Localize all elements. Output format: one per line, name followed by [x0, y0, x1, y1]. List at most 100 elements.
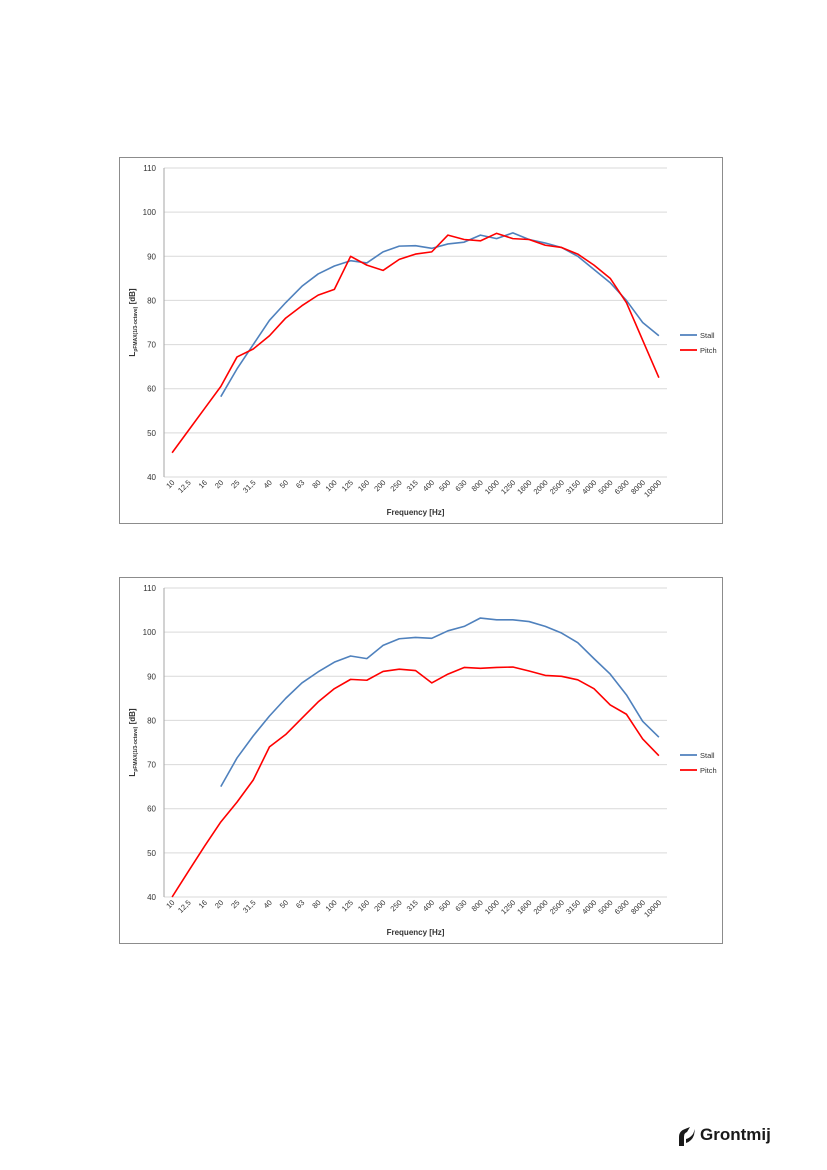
- chart-1-xtick-label: 160: [356, 478, 371, 493]
- chart-2-yaxis-label: LpFMAX(1/3-octave) [dB]: [128, 708, 139, 776]
- chart-1-xtick-label: 12,5: [176, 478, 193, 495]
- chart-1-xtick-label: 50: [278, 478, 290, 490]
- chart-2-ytick-label: 100: [143, 628, 157, 637]
- logo-text: Grontmij: [700, 1125, 771, 1144]
- chart-2-yaxis-label-main: L: [128, 772, 137, 777]
- chart-2-xtick-label: 80: [310, 898, 322, 910]
- chart-2-xtick-label: 100: [324, 898, 339, 913]
- company-logo: Grontmij: [676, 1120, 771, 1150]
- chart-2-xtick-label: 12,5: [176, 898, 193, 915]
- chart-2-xtick-label: 20: [213, 898, 225, 910]
- chart-1-xtick-label: 10000: [642, 478, 663, 499]
- chart-1-xtick-label: 1600: [515, 478, 533, 496]
- chart-1-xtick-label: 6300: [613, 478, 631, 496]
- chart-1-ytick-label: 80: [147, 296, 156, 305]
- chart-2-xtick-label: 50: [278, 898, 290, 910]
- chart-2-xtick-label: 40: [262, 898, 274, 910]
- chart-1-xtick-label: 100: [324, 478, 339, 493]
- chart-1-legend-label-stall: Stall: [700, 331, 715, 340]
- chart-1-xtick-label: 63: [294, 478, 306, 490]
- chart-2-ytick-label: 60: [147, 805, 156, 814]
- chart-2-xtick-label: 31,5: [241, 898, 258, 915]
- chart-2-xtick-label: 3150: [564, 898, 582, 916]
- chart-1-xtick-label: 10: [164, 478, 176, 490]
- chart-1-xtick-label: 5000: [596, 478, 614, 496]
- chart-1: 40 50 60 70 80 90 100 110 10 12,5 16 20 25 31,5 40 50 63…: [119, 157, 723, 524]
- chart-1-xtick-label: 200: [372, 478, 387, 493]
- chart-1-ytick-label: 110: [143, 164, 156, 173]
- chart-1-xtick-label: 125: [340, 478, 355, 493]
- chart-2-ytick-label: 80: [147, 716, 156, 725]
- chart-2-xtick-label: 4000: [580, 898, 598, 916]
- chart-1-xtick-label: 630: [453, 478, 468, 493]
- chart-1-ytick-label: 100: [143, 208, 157, 217]
- chart-1-xtick-label: 1250: [499, 478, 517, 496]
- chart-1-xtick-label: 400: [421, 478, 436, 493]
- chart-1-xtick-label: 40: [262, 478, 274, 490]
- chart-1-legend-label-pitch: Pitch: [700, 346, 717, 355]
- chart-2-svg: 40 50 60 70 80 90 100 110 10 12,5 16 20 25 31,5 40 50 63…: [128, 584, 717, 937]
- chart-1-xtick-label: 315: [405, 478, 420, 493]
- chart-2-xtick-label: 1000: [483, 898, 501, 916]
- chart-1-ytick-label: 90: [147, 252, 156, 261]
- chart-2-xtick-label: 1250: [499, 898, 517, 916]
- chart-1-xtick-label: 500: [437, 478, 452, 493]
- chart-2-xtick-label: 2000: [532, 898, 550, 916]
- chart-2-xtick-label: 800: [470, 898, 485, 913]
- chart-2-xtick-label: 25: [229, 898, 241, 910]
- grontmij-logo-icon: [679, 1127, 695, 1146]
- chart-1-series-pitch-line: [171, 232, 660, 454]
- chart-2-series-pitch-line: [171, 666, 660, 898]
- chart-2-legend-label-stall: Stall: [700, 751, 715, 760]
- chart-2-xtick-label: 5000: [596, 898, 614, 916]
- chart-2-ytick-label: 90: [147, 672, 156, 681]
- chart-1-yaxis-label-unit: [dB]: [128, 288, 137, 307]
- chart-2-series-stall-line: [220, 617, 660, 788]
- chart-1-xaxis-label: Frequency [Hz]: [387, 508, 445, 517]
- chart-2-xtick-label: 200: [372, 898, 387, 913]
- chart-1-xtick-label: 250: [388, 478, 403, 493]
- chart-2-xaxis-label: Frequency [Hz]: [387, 928, 445, 937]
- chart-1-xtick-label: 25: [229, 478, 241, 490]
- chart-2-xtick-label: 160: [356, 898, 371, 913]
- chart-2-yaxis-label-sub: pFMAX(1/3-octave): [133, 726, 139, 771]
- chart-2-xtick-label: 315: [405, 898, 420, 913]
- chart-2-legend-label-pitch: Pitch: [700, 766, 717, 775]
- chart-1-ytick-label: 50: [147, 429, 156, 438]
- chart-1-xtick-label: 2000: [532, 478, 550, 496]
- chart-2-yaxis-label-unit: [dB]: [128, 708, 137, 727]
- chart-1-xtick-label: 16: [197, 478, 209, 490]
- chart-1-xtick-label: 31,5: [241, 478, 258, 495]
- chart-1-ytick-label: 40: [147, 473, 156, 482]
- chart-2-xtick-label: 125: [340, 898, 355, 913]
- chart-2-ytick-label: 110: [143, 584, 156, 593]
- chart-1-xtick-label: 3150: [564, 478, 582, 496]
- chart-2-xtick-label: 63: [294, 898, 306, 910]
- chart-2-ytick-label: 40: [147, 893, 156, 902]
- chart-1-xtick-label: 2500: [548, 478, 566, 496]
- chart-1-xtick-label: 80: [310, 478, 322, 490]
- chart-2-xtick-label: 630: [453, 898, 468, 913]
- chart-2-xtick-label: 250: [388, 898, 403, 913]
- chart-2-xtick-label: 10000: [642, 898, 663, 919]
- chart-2-xtick-label: 500: [437, 898, 452, 913]
- chart-2-xtick-label: 6300: [613, 898, 631, 916]
- chart-2-ytick-label: 70: [147, 761, 156, 770]
- chart-1-xtick-label: 800: [470, 478, 485, 493]
- chart-2: 40 50 60 70 80 90 100 110 10 12,5 16 20 25 31,5 40 50 63…: [119, 577, 723, 944]
- chart-1-yaxis-label-main: L: [128, 352, 137, 357]
- chart-2-ytick-label: 50: [147, 849, 156, 858]
- chart-1-xtick-label: 1000: [483, 478, 501, 496]
- chart-1-ytick-label: 70: [147, 341, 156, 350]
- chart-2-xtick-label: 400: [421, 898, 436, 913]
- chart-1-series-stall-line: [220, 232, 660, 398]
- chart-1-yaxis-label-sub: pFMAX(1/3-octave): [133, 306, 139, 351]
- chart-1-svg: 40 50 60 70 80 90 100 110 10 12,5 16 20 25 31,5 40 50 63…: [128, 164, 717, 517]
- chart-2-xtick-label: 2500: [548, 898, 566, 916]
- chart-1-yaxis-label: LpFMAX(1/3-octave) [dB]: [128, 288, 139, 356]
- chart-2-xtick-label: 10: [164, 898, 176, 910]
- chart-1-xtick-label: 20: [213, 478, 225, 490]
- chart-1-xtick-label: 4000: [580, 478, 598, 496]
- chart-2-xtick-label: 16: [197, 898, 209, 910]
- chart-2-xtick-label: 1600: [515, 898, 533, 916]
